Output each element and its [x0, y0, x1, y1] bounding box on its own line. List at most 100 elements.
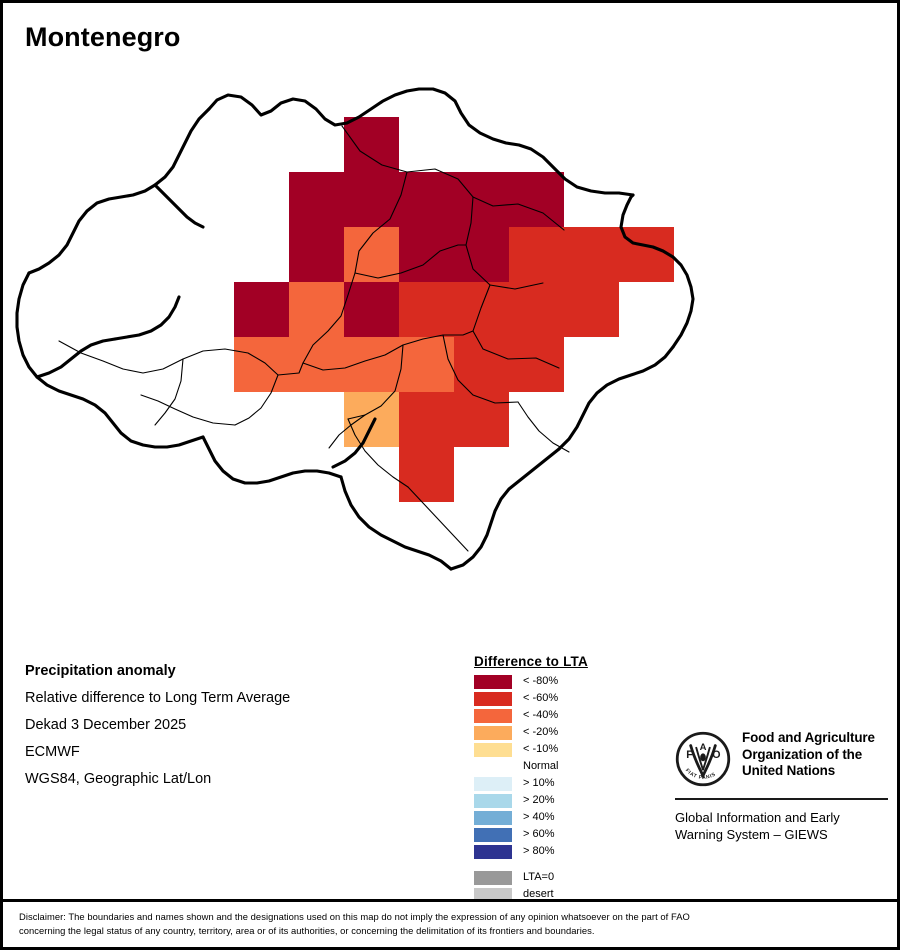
giews-line-0: Global Information and Early	[675, 810, 840, 825]
legend-label: Normal	[523, 760, 559, 772]
legend-row-items-1: < -60%	[474, 690, 644, 707]
raster-cell	[509, 227, 564, 282]
legend-swatch	[474, 776, 512, 791]
legend-row-extra-0: LTA=0	[474, 869, 644, 886]
map-info-block: Precipitation anomaly Relative difference…	[25, 658, 445, 793]
legend-title: Difference to LTA	[474, 654, 588, 669]
raster-cell	[289, 172, 344, 227]
info-line-1: Relative difference to Long Term Average	[25, 690, 291, 706]
raster-cell	[564, 227, 619, 282]
legend-spacer	[474, 860, 644, 869]
legend-row-items-7: > 20%	[474, 792, 644, 809]
legend-label: > 10%	[523, 777, 555, 789]
legend-swatch	[474, 827, 512, 842]
raster-cell	[509, 172, 564, 227]
legend-row-items-2: < -40%	[474, 707, 644, 724]
raster-cell	[289, 227, 344, 282]
raster-cell	[399, 227, 454, 282]
raster-cell	[509, 337, 564, 392]
legend-row-items-6: > 10%	[474, 775, 644, 792]
raster-cell	[344, 282, 399, 337]
fao-divider	[675, 798, 888, 800]
legend-swatch	[474, 708, 512, 723]
legend-swatch	[474, 887, 512, 902]
raster-cell	[399, 337, 454, 392]
admin-boundaries-layer	[15, 87, 695, 571]
legend-swatch	[474, 760, 512, 774]
page-title: Montenegro	[25, 22, 181, 52]
fao-name-line-0: Food and Agriculture	[742, 730, 875, 745]
info-line-4: WGS84, Geographic Lat/Lon	[25, 771, 212, 787]
fao-organization-name: Food and Agriculture Organization of the U…	[742, 730, 875, 780]
legend-swatch	[474, 844, 512, 859]
legend-label: < -40%	[523, 709, 559, 721]
info-line-3: ECMWF	[25, 744, 80, 760]
fao-name-line-1: Organization of the	[742, 746, 863, 762]
giews-line-1: Warning System – GIEWS	[675, 827, 828, 842]
legend-swatch	[474, 870, 512, 885]
disclaimer-line-1: concerning the legal status of any count…	[19, 924, 595, 936]
disclaimer-block: Disclaimer: The boundaries and names sho…	[3, 899, 897, 947]
legend-swatch	[474, 742, 512, 757]
legend-row-items-0: < -80%	[474, 673, 644, 690]
legend-row-extra-1: desert	[474, 886, 644, 903]
legend-row-items-4: < -10%	[474, 741, 644, 758]
raster-cell	[454, 172, 509, 227]
legend-label: > 60%	[523, 828, 555, 840]
raster-cell	[399, 447, 454, 502]
legend-swatch	[474, 725, 512, 740]
precipitation-raster-layer	[234, 117, 674, 502]
raster-cell	[234, 337, 289, 392]
legend-swatch	[474, 674, 512, 689]
legend-label: < -20%	[523, 726, 559, 738]
info-line-2: Dekad 3 December 2025	[25, 717, 187, 733]
map-canvas	[3, 73, 897, 633]
raster-cell	[234, 282, 289, 337]
raster-cell	[399, 392, 454, 447]
legend-swatch	[474, 691, 512, 706]
raster-cell	[454, 282, 509, 337]
legend-row-items-8: > 40%	[474, 809, 644, 826]
legend-row-items-5: Normal	[474, 758, 644, 775]
raster-cell	[509, 282, 564, 337]
raster-cell	[454, 392, 509, 447]
municipality-boundaries	[58, 125, 570, 552]
raster-cell	[344, 117, 399, 172]
raster-cell	[289, 337, 344, 392]
svg-text:O: O	[712, 749, 720, 761]
svg-text:A: A	[700, 742, 707, 753]
legend-label: < -80%	[523, 675, 559, 687]
legend-swatch	[474, 810, 512, 825]
disclaimer-line-0: Disclaimer: The boundaries and names sho…	[19, 911, 690, 922]
legend-label: > 40%	[523, 811, 555, 823]
raster-cell	[344, 337, 399, 392]
raster-cell	[289, 282, 344, 337]
map-svg	[15, 87, 695, 571]
raster-cell	[344, 172, 399, 227]
legend-label: < -10%	[523, 743, 559, 755]
raster-cell	[454, 227, 509, 282]
legend-row-items-3: < -20%	[474, 724, 644, 741]
legend-swatch	[474, 793, 512, 808]
info-line-0: Precipitation anomaly	[25, 663, 176, 679]
legend-row-items-9: > 60%	[474, 826, 644, 843]
raster-cell	[619, 227, 674, 282]
fao-logo-icon: F A O FIAT PANIS	[675, 731, 731, 787]
raster-cell	[344, 392, 399, 447]
fao-branding-block: F A O FIAT PANIS Food and Agriculture Org…	[675, 730, 890, 843]
svg-text:F: F	[686, 749, 693, 761]
legend-label: > 20%	[523, 794, 555, 806]
raster-cell	[399, 282, 454, 337]
raster-cell	[399, 172, 454, 227]
legend-items: < -80% < -60% < -40% < -20% < -10% Normal > 10…	[474, 673, 644, 903]
legend-label: > 80%	[523, 845, 555, 857]
legend-row-items-10: > 80%	[474, 843, 644, 860]
legend-label: < -60%	[523, 692, 559, 704]
legend-label: LTA=0	[523, 871, 555, 883]
giews-subtitle: Global Information and Early Warning Syst…	[675, 809, 890, 843]
fao-name-line-2: United Nations	[742, 763, 836, 778]
raster-cell	[344, 227, 399, 282]
raster-cell	[564, 282, 619, 337]
national-border	[15, 87, 695, 571]
